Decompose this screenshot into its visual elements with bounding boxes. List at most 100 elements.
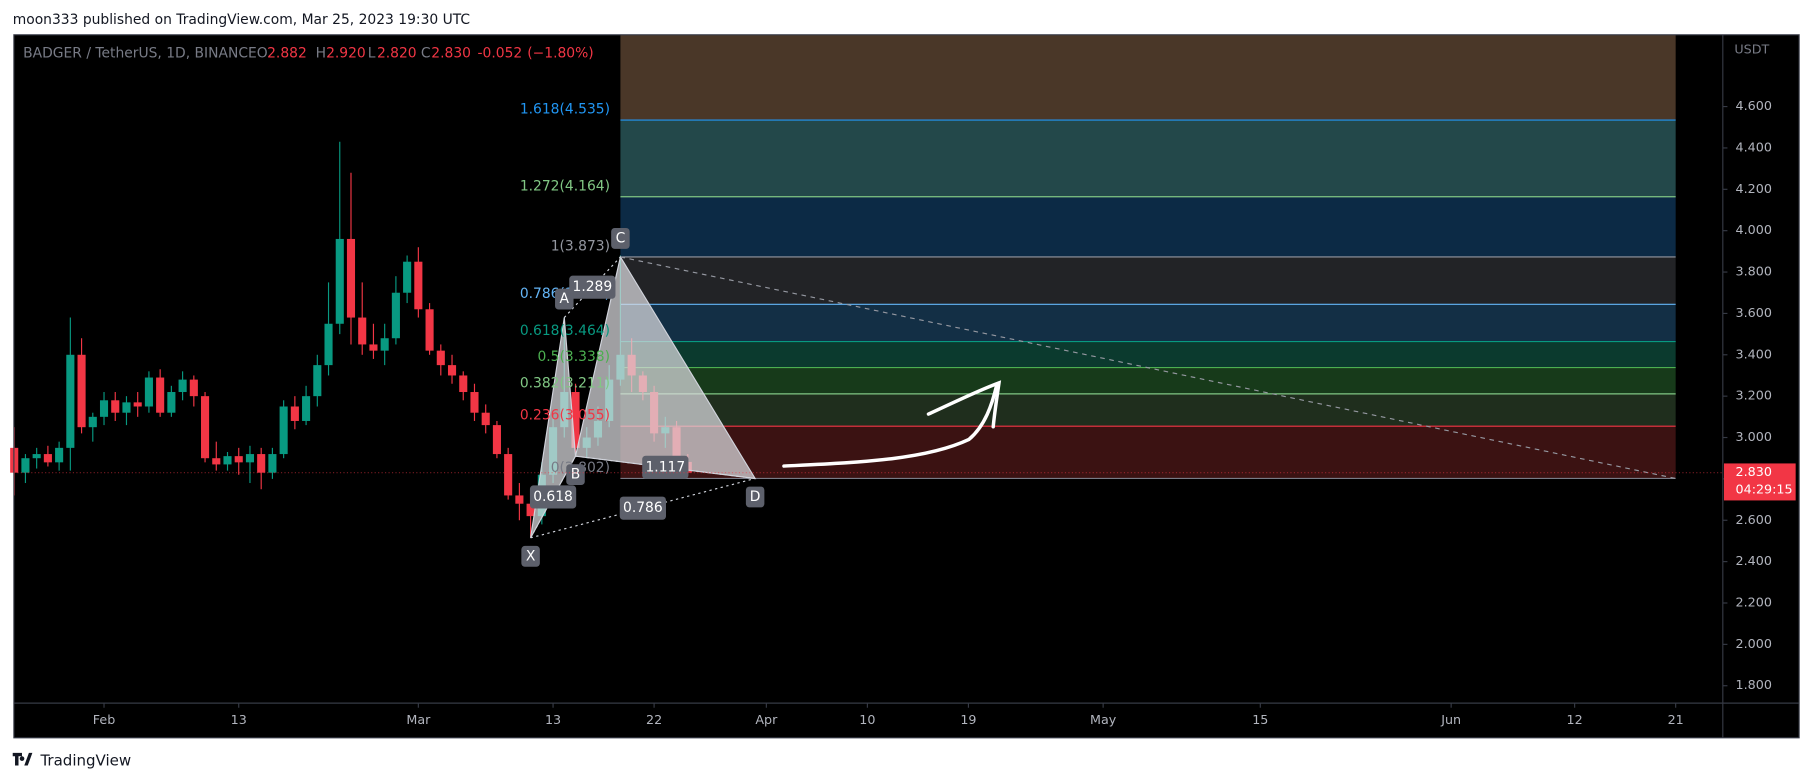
fib-zone bbox=[620, 196, 1676, 257]
change: -0.052 bbox=[478, 45, 523, 61]
fib-zone bbox=[620, 304, 1676, 342]
x-tick-label: 13 bbox=[231, 712, 247, 727]
candle-body bbox=[77, 354, 86, 428]
x-tick-label: Feb bbox=[93, 712, 115, 727]
candle-body bbox=[470, 392, 479, 413]
point-label: B bbox=[571, 467, 581, 483]
candle-body bbox=[245, 454, 255, 463]
fib-zone bbox=[620, 256, 1676, 305]
candle-body bbox=[492, 425, 501, 455]
candle-body bbox=[414, 261, 423, 310]
point-box bbox=[611, 228, 630, 249]
candle-body bbox=[66, 354, 75, 448]
hand-arrow-head bbox=[926, 380, 1002, 429]
y-tick-label: 1.800 bbox=[1736, 677, 1772, 692]
ratio-label: 1.117 bbox=[645, 459, 685, 475]
ratio-label: 0.786 bbox=[623, 500, 663, 516]
brand: TradingView bbox=[39, 751, 131, 769]
last-price-box bbox=[1723, 463, 1796, 501]
candle-body bbox=[21, 458, 30, 473]
y-tick-label: 3.000 bbox=[1736, 429, 1772, 444]
candle-body bbox=[290, 406, 299, 421]
y-tick-label: 2.000 bbox=[1736, 636, 1772, 651]
x-tick-label: 12 bbox=[1567, 712, 1583, 727]
countdown: 04:29:15 bbox=[1736, 482, 1793, 497]
candle-body bbox=[43, 454, 52, 463]
x-tick-label: May bbox=[1090, 712, 1117, 727]
y-tick-label: 4.200 bbox=[1736, 181, 1772, 196]
candle-body bbox=[212, 458, 221, 465]
ratio-box bbox=[529, 485, 577, 509]
trend-line bbox=[620, 256, 1676, 480]
ohlc-key: L bbox=[368, 45, 376, 61]
y-tick-label: 4.600 bbox=[1736, 98, 1772, 113]
y-tick-label: 3.600 bbox=[1736, 305, 1772, 320]
candle-body bbox=[335, 238, 344, 324]
currency: USDT bbox=[1734, 41, 1769, 56]
ohlc-key: C bbox=[421, 45, 431, 61]
fib-zone bbox=[620, 393, 1676, 427]
candle-body bbox=[571, 392, 580, 448]
candle-body bbox=[369, 344, 378, 351]
fib-zone bbox=[620, 426, 1676, 479]
fib-label: 0.5(3.338) bbox=[537, 349, 610, 365]
y-tick-label: 4.000 bbox=[1736, 222, 1772, 237]
candle-body bbox=[526, 503, 535, 517]
candle-body bbox=[144, 377, 153, 407]
candle-body bbox=[111, 400, 120, 413]
candle-body bbox=[481, 412, 490, 426]
candle-body bbox=[178, 379, 187, 393]
publish-info: moon333 published on TradingView.com, Ma… bbox=[13, 12, 470, 28]
candle-body bbox=[223, 456, 232, 465]
fib-label: 1.272(4.164) bbox=[520, 178, 610, 194]
point-label: X bbox=[526, 548, 536, 564]
candle-body bbox=[313, 365, 322, 397]
chart-border bbox=[13, 34, 1800, 739]
candle-body bbox=[358, 317, 367, 345]
point-label: D bbox=[750, 489, 761, 505]
ratio-label: 0.618 bbox=[533, 489, 573, 505]
candle-body bbox=[279, 406, 288, 455]
candle-body bbox=[268, 454, 277, 473]
candle-body bbox=[346, 238, 356, 318]
candle-body bbox=[504, 454, 513, 496]
x-tick-label: Jun bbox=[1440, 712, 1461, 727]
ratio-box bbox=[619, 496, 666, 520]
ratio-line bbox=[575, 455, 756, 480]
candle-body bbox=[189, 379, 198, 397]
candle-body bbox=[425, 309, 434, 351]
ohlc-value: 2.920 bbox=[326, 45, 366, 61]
ohlc-value: 2.882 bbox=[267, 45, 307, 61]
candle-body bbox=[88, 416, 97, 428]
fib-label: 0.236(3.055) bbox=[520, 408, 610, 424]
ohlc-value: 2.830 bbox=[431, 45, 471, 61]
candle-body bbox=[55, 447, 64, 463]
symbol: BADGER / TetherUS, 1D, BINANCE bbox=[23, 45, 257, 61]
point-label: A bbox=[560, 291, 570, 307]
point-label: C bbox=[616, 230, 626, 246]
candle-body bbox=[436, 350, 445, 366]
x-tick-label: 10 bbox=[859, 712, 875, 727]
x-tick-label: 15 bbox=[1252, 712, 1268, 727]
candle-body bbox=[122, 402, 131, 413]
fib-label: 1(3.873) bbox=[551, 239, 610, 255]
ohlc-key: O bbox=[257, 45, 268, 61]
y-tick-label: 4.400 bbox=[1736, 139, 1772, 154]
candle-body bbox=[99, 400, 109, 417]
candle-body bbox=[302, 396, 311, 421]
candle-body bbox=[156, 377, 165, 413]
x-tick-label: 21 bbox=[1668, 712, 1684, 727]
y-tick-label: 2.600 bbox=[1736, 512, 1772, 527]
last-price: 2.830 bbox=[1736, 464, 1772, 479]
candle-body bbox=[32, 454, 41, 459]
logo: TradingView bbox=[12, 751, 131, 769]
x-tick-label: Mar bbox=[406, 712, 431, 727]
y-tick-label: 2.400 bbox=[1736, 553, 1772, 568]
y-tick-label: 2.200 bbox=[1736, 594, 1772, 609]
hand-arrow bbox=[782, 383, 999, 468]
fib-zone-top bbox=[620, 34, 1676, 121]
ohlc-value: 2.820 bbox=[377, 45, 417, 61]
x-tick-label: Apr bbox=[755, 712, 778, 727]
